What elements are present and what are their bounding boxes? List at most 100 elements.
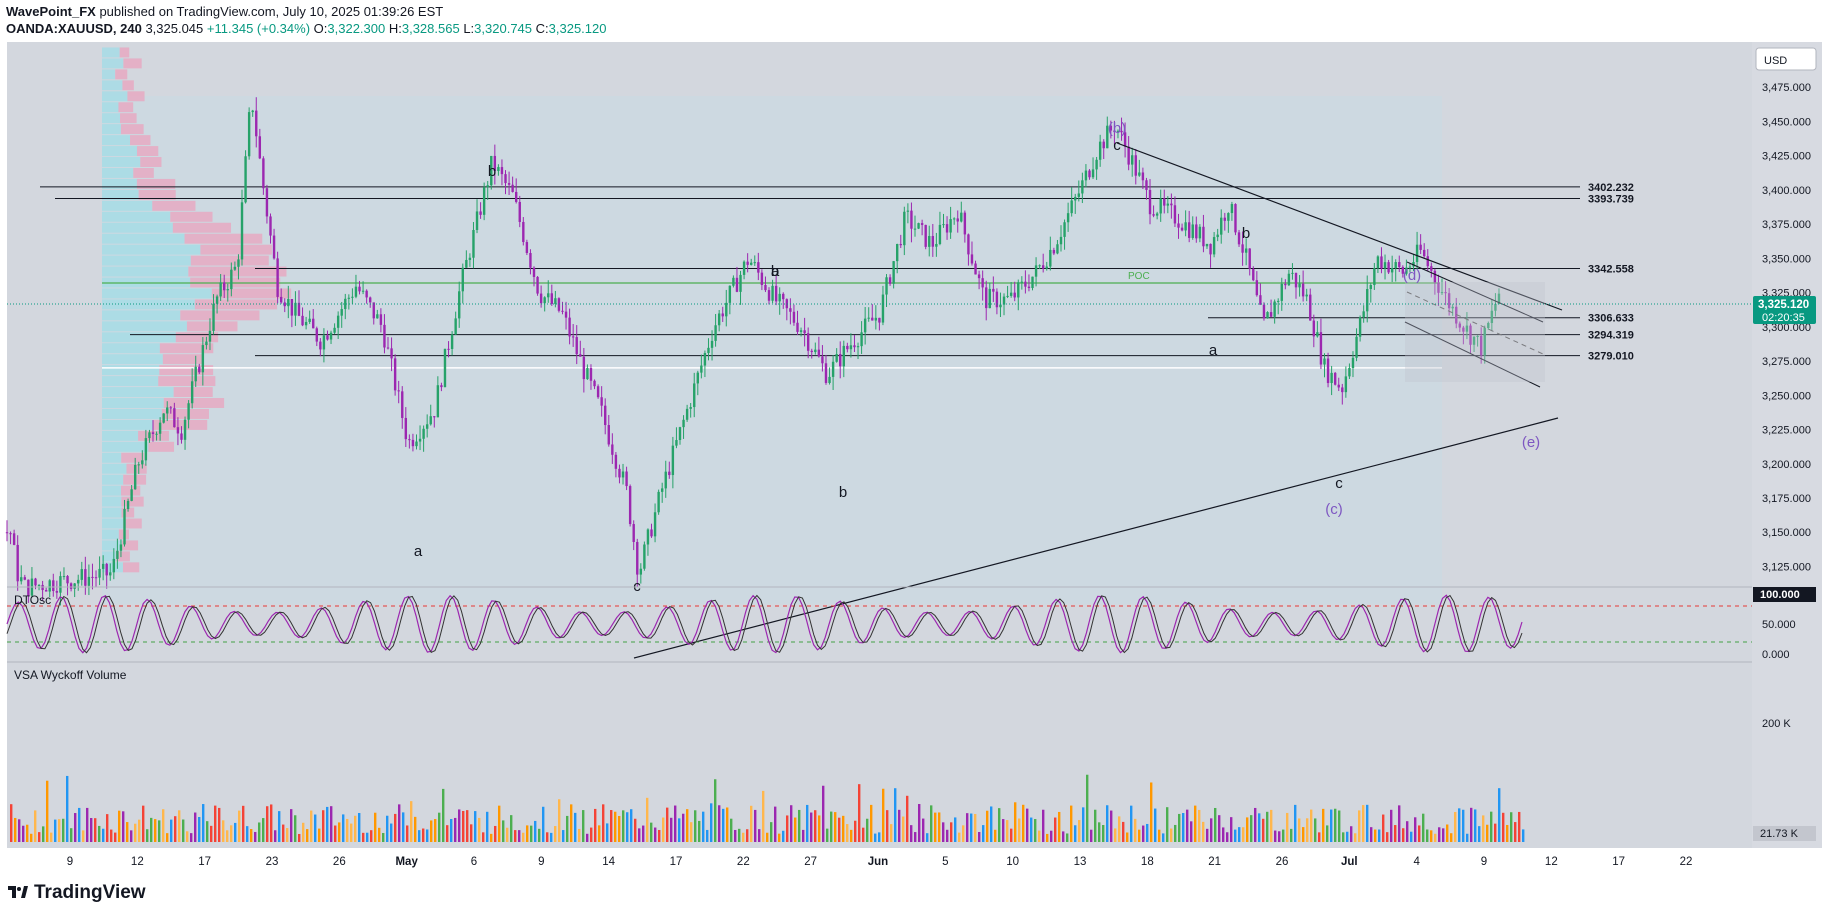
candle-body — [1205, 243, 1209, 247]
price-tick-label: 3,125.000 — [1762, 561, 1811, 573]
candle-body — [685, 408, 689, 420]
symbol-label[interactable]: OANDA:XAUUSD, 240 — [6, 21, 142, 36]
candle-body — [1084, 170, 1088, 181]
volume-bar — [906, 795, 909, 842]
volume-bar — [1434, 833, 1437, 842]
volume-bar — [1170, 828, 1173, 842]
volume-profile-sell — [184, 233, 263, 244]
volume-bar — [1498, 788, 1501, 842]
volume-bar — [1410, 831, 1413, 842]
volume-bar — [426, 829, 429, 842]
candle-body — [194, 366, 197, 382]
open-label: O: — [313, 21, 328, 36]
volume-bar — [698, 820, 701, 842]
volume-bar — [26, 824, 29, 842]
channel-mid-line[interactable] — [1406, 291, 1544, 355]
volume-bar — [542, 806, 545, 842]
triangle-support-line[interactable] — [633, 417, 1559, 659]
candle-body — [133, 464, 137, 490]
triangle-resistance-line[interactable] — [1116, 142, 1563, 311]
volume-bar — [938, 812, 941, 842]
volume-bar — [1442, 828, 1445, 842]
candle-body — [1301, 283, 1305, 297]
candle-body — [1333, 372, 1337, 385]
wave-label: b — [839, 484, 847, 501]
candle-body — [41, 584, 44, 591]
volume-bar — [1394, 825, 1397, 842]
volume-profile-sell — [159, 343, 214, 354]
volume-profile-sell — [119, 47, 130, 58]
candle-body — [443, 348, 447, 388]
volume-bar — [86, 807, 89, 842]
volume-bar — [702, 811, 705, 842]
candle-body — [999, 304, 1002, 308]
candle-body — [80, 569, 83, 580]
candle-body — [1241, 244, 1244, 253]
volume-bar — [430, 820, 433, 842]
candle-body — [1444, 292, 1447, 294]
channel-lower-line[interactable] — [1404, 321, 1541, 388]
candle-body — [1163, 198, 1166, 206]
volume-bar — [890, 824, 893, 842]
candle-body — [62, 576, 66, 578]
candle-body — [1091, 169, 1095, 178]
candle-body — [401, 391, 404, 418]
volume-bar — [322, 810, 325, 842]
candle-body — [735, 277, 739, 292]
volume-bar — [1386, 832, 1389, 842]
candle-body — [34, 578, 37, 586]
candle-body — [354, 286, 358, 297]
candle-body — [265, 188, 269, 217]
volume-bar — [362, 832, 365, 842]
wave-label: b — [1242, 225, 1250, 242]
currency-button[interactable]: USD — [1755, 47, 1817, 71]
volume-bar — [450, 819, 453, 842]
volume-bar — [1130, 805, 1133, 842]
volume-bar — [490, 833, 493, 842]
volume-bar — [406, 825, 409, 842]
volume-bar — [458, 809, 461, 842]
candles — [5, 97, 1501, 606]
candle-body — [1216, 234, 1219, 238]
candle-body — [1494, 304, 1497, 311]
volume-title[interactable]: VSA Wyckoff Volume — [14, 668, 127, 682]
volume-profile-buy — [102, 474, 124, 485]
candle-body — [796, 322, 799, 332]
volume-profile-buy — [102, 540, 122, 551]
volume-bar — [1222, 827, 1225, 842]
volume-profile-buy — [102, 376, 159, 387]
volume-bar — [1210, 818, 1213, 842]
volume-profile-buy — [102, 178, 137, 189]
candle-body — [87, 576, 91, 586]
time-tick-label: 6 — [471, 856, 477, 868]
candle-body — [924, 224, 927, 247]
candle-body — [539, 293, 543, 304]
publisher-line: WavePoint_FX published on TradingView.co… — [6, 4, 443, 19]
candle-body — [237, 259, 240, 267]
volume-bar — [1234, 829, 1237, 842]
candle-body — [166, 407, 169, 414]
candle-body — [1483, 328, 1486, 356]
candle-body — [312, 318, 315, 329]
candle-body — [1358, 317, 1362, 337]
volume-bar — [150, 817, 153, 842]
volume-bar — [998, 808, 1001, 842]
candle-body — [233, 266, 237, 270]
volume-bar — [958, 832, 961, 842]
candle-body — [703, 353, 707, 366]
tradingview-footer[interactable]: TradingView — [8, 882, 146, 904]
low-label: L: — [463, 21, 475, 36]
price-badge: 3,325.120 02:20:35 — [1753, 296, 1816, 324]
author-name[interactable]: WavePoint_FX — [6, 4, 96, 19]
candle-body — [411, 439, 415, 447]
oscillator-title[interactable]: DTOsc — [14, 593, 51, 607]
candle-body — [37, 584, 41, 586]
volume-bar — [14, 817, 17, 842]
candle-body — [397, 390, 400, 392]
volume-bar — [1494, 823, 1497, 842]
channel-upper-line[interactable] — [1406, 261, 1544, 323]
volume-bar — [538, 828, 541, 842]
candle-body — [1497, 293, 1501, 305]
candle-body — [1273, 301, 1276, 317]
